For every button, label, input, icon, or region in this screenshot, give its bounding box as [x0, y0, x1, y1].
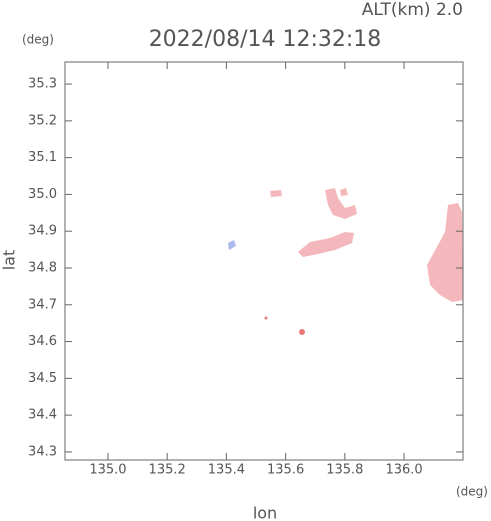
echo: [325, 188, 357, 219]
x-tick-label: 135.0: [89, 463, 126, 478]
echo: [270, 190, 282, 197]
echoes: [228, 188, 463, 335]
x-axis-label: lon: [253, 504, 277, 521]
y-tick-label: 34.8: [28, 260, 57, 275]
plot-frame: [64, 61, 464, 461]
y-tick-label: 34.6: [28, 334, 57, 349]
echo: [298, 232, 354, 257]
timestamp: 2022/08/14 12:32:18: [149, 27, 382, 52]
echo: [340, 188, 348, 196]
x-tick-label: 135.2: [149, 463, 186, 478]
y-tick-label: 34.4: [28, 408, 57, 423]
y-tick-label: 34.9: [28, 224, 57, 239]
x-tick-label: 135.4: [208, 463, 245, 478]
y-tick-label: 34.3: [28, 444, 57, 459]
echo: [427, 203, 463, 302]
x-unit: (deg): [456, 485, 488, 499]
echo: [264, 316, 268, 320]
y-tick-label: 35.3: [28, 77, 57, 92]
echo: [299, 329, 305, 335]
echo: [228, 240, 236, 250]
y-tick-label: 34.7: [28, 297, 57, 312]
y-tick-label: 34.5: [28, 371, 57, 386]
y-tick-label: 35.2: [28, 113, 57, 128]
x-tick-label: 135.8: [326, 463, 363, 478]
x-tick-label: 135.6: [267, 463, 304, 478]
y-axis-label: lat: [0, 250, 19, 271]
altitude-label: ALT(km) 2.0: [362, 0, 463, 20]
y-tick-label: 35.0: [28, 187, 57, 202]
y-tick-label: 35.1: [28, 150, 57, 165]
y-unit: (deg): [22, 33, 54, 47]
x-tick-label: 136.0: [385, 463, 422, 478]
